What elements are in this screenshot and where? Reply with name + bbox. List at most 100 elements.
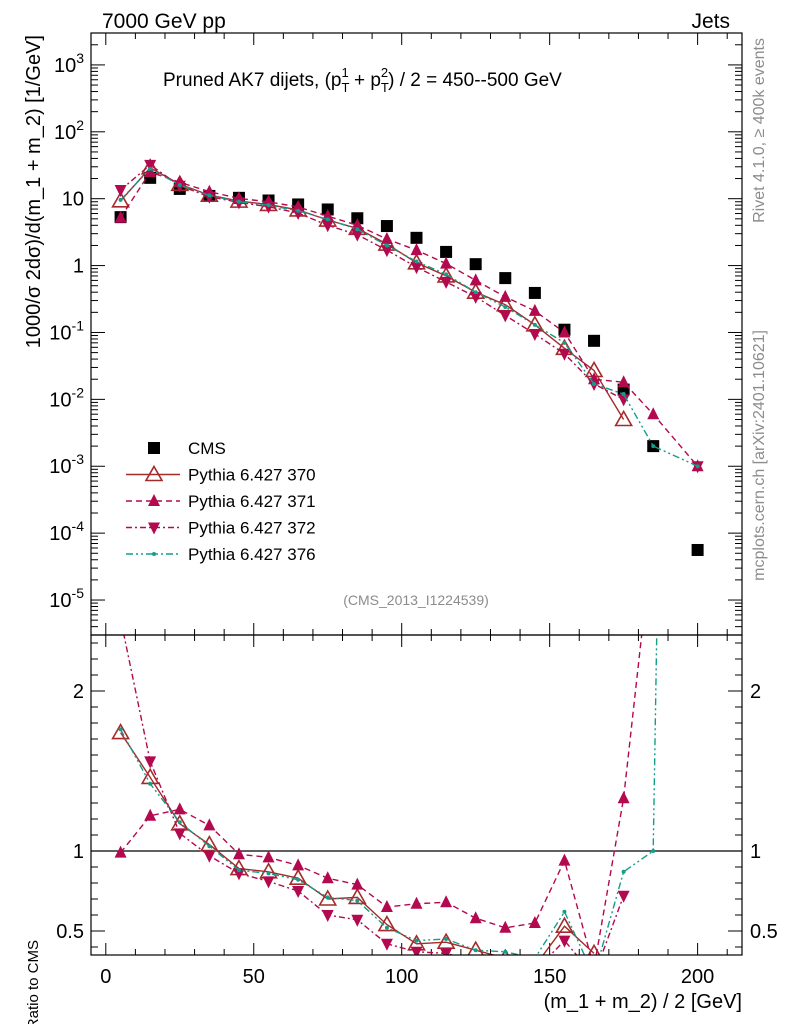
pythia-6-427-372-ratio-point — [262, 876, 275, 889]
pythia-6-427-372-point — [499, 310, 512, 323]
pythia-6-427-376-point — [592, 381, 597, 386]
pythia-6-427-376-ratio-point — [325, 895, 330, 900]
pythia-6-427-372-point — [528, 328, 541, 341]
pythia-6-427-376-point — [236, 199, 241, 204]
cms-point — [691, 543, 704, 556]
pythia-6-427-371-point — [380, 231, 393, 244]
pythia-6-427-376-ratio-point — [651, 849, 656, 853]
pythia-6-427-372-point — [114, 184, 127, 197]
pythia-6-427-376-ratio-point — [236, 868, 241, 873]
pythia-6-427-370-ratio-point — [555, 916, 574, 933]
pythia-6-427-376-ratio-point — [562, 909, 567, 914]
analysis-id: (CMS_2013_I1224539) — [343, 592, 489, 608]
plot-title: Pruned AK7 dijets, (pT1 + pT2) / 2 = 450… — [163, 65, 562, 95]
pythia-6-427-372-ratio-point — [410, 946, 423, 955]
pythia-6-427-370-ratio-line — [120, 732, 595, 955]
pythia-6-427-370-ratio-point — [288, 868, 308, 885]
pythia-6-427-371-ratio-point — [144, 808, 157, 821]
pythia-6-427-372-ratio-point — [115, 614, 127, 626]
cms-point — [499, 272, 512, 285]
pythia-6-427-376-ratio-point — [592, 974, 596, 978]
y-tick-label: 1 — [73, 256, 84, 278]
pythia-6-427-372-point — [410, 262, 423, 275]
pythia-6-427-371-line — [120, 171, 699, 467]
pythia-6-427-371-ratio-point — [469, 911, 482, 924]
pythia-6-427-376-ratio-point — [533, 956, 537, 960]
ratio-frame — [90, 634, 743, 956]
pythia-6-427-376-point — [695, 464, 700, 469]
pythia-6-427-376-point — [296, 208, 301, 213]
x-tick-label: 200 — [681, 966, 714, 988]
ratio-tick-label: 1 — [73, 841, 84, 863]
pythia-6-427-371-ratio-point — [321, 871, 334, 884]
pythia-6-427-371-ratio-point — [440, 895, 453, 908]
pythia-6-427-370-line — [120, 166, 625, 420]
ratio-tick-label: 2 — [73, 681, 84, 703]
pythia-6-427-372-ratio-point — [351, 914, 364, 927]
pythia-6-427-371-ratio-point — [114, 845, 127, 858]
pythia-6-427-371-ratio-point — [647, 524, 659, 536]
x-tick-label: 150 — [533, 966, 566, 988]
pythia-6-427-372-point — [440, 276, 453, 289]
pythia-6-427-372-ratio-point — [321, 910, 334, 922]
legend-label-cms: CMS — [188, 439, 226, 458]
ratio-tick-label-right: 2 — [750, 681, 761, 703]
pythia-6-427-371-point — [114, 210, 127, 223]
pythia-6-427-376-ratio-point — [118, 727, 123, 732]
pythia-6-427-372-ratio-point — [617, 890, 630, 903]
pythia-6-427-376-ratio-point — [148, 781, 153, 786]
pythia-6-427-376-point — [118, 197, 123, 202]
pythia-6-427-376-ratio-point — [384, 925, 389, 930]
x-axis-label: (m_1 + m_2) / 2 [GeV] — [544, 991, 742, 1013]
y-tick-label: 10 — [62, 189, 84, 211]
pythia-6-427-371-ratio-point — [410, 896, 423, 909]
pythia-6-427-376-ratio-point — [473, 948, 478, 953]
y-axis-label: 1000/σ 2dσ)/d(m_1 + m_2) [1/GeV] — [23, 35, 45, 348]
legend-marker-cms — [148, 442, 160, 454]
main-plot-area — [111, 158, 704, 556]
pythia-6-427-376-ratio-point — [621, 869, 626, 874]
pythia-6-427-371-ratio-point — [262, 850, 275, 863]
pythia-6-427-371-ratio-point — [232, 847, 245, 860]
legend-label-pythia-6-427-372: Pythia 6.427 372 — [188, 519, 316, 538]
pythia-6-427-376-ratio-point — [503, 949, 508, 954]
pythia-6-427-376-point — [414, 259, 419, 264]
pythia-6-427-376-point — [266, 203, 271, 208]
pythia-6-427-371-ratio-point — [558, 853, 571, 866]
cms-point — [440, 245, 453, 258]
pythia-6-427-371-point — [647, 407, 660, 420]
cms-point — [410, 231, 423, 244]
pythia-6-427-372-ratio-point — [470, 956, 482, 968]
x-tick-label: 100 — [385, 966, 418, 988]
pythia-6-427-372-ratio-point — [144, 756, 157, 769]
pythia-6-427-372-point — [351, 229, 364, 242]
pythia-6-427-371-ratio-point — [528, 916, 541, 928]
y-tick-label: 10-1 — [49, 317, 84, 344]
pythia-6-427-371-point — [528, 303, 541, 316]
legend-marker-pythia-6-427-372 — [148, 522, 160, 535]
pythia-6-427-371-ratio-point — [203, 818, 216, 831]
legend-marker-pythia-6-427-370 — [144, 464, 164, 482]
pythia-6-427-370-point — [111, 191, 130, 208]
pythia-6-427-372-ratio-point — [232, 868, 245, 881]
pythia-6-427-372-point — [144, 159, 157, 172]
category-label: Jets — [691, 10, 730, 33]
pythia-6-427-376-point — [562, 340, 567, 345]
pythia-6-427-371-ratio-point — [351, 877, 364, 890]
pythia-6-427-376-point — [621, 392, 626, 397]
pythia-6-427-376-point — [207, 193, 212, 198]
pythia-6-427-372-ratio-point — [380, 938, 393, 951]
pythia-6-427-371-point — [499, 289, 512, 302]
y-tick-label: 103 — [54, 50, 84, 77]
legend-marker-pythia-6-427-376 — [152, 552, 156, 556]
y-tick-label: 10-2 — [49, 384, 84, 411]
ratio-axis-label: Ratio to CMS — [25, 940, 42, 1024]
cms-point — [588, 334, 601, 347]
cms-point — [351, 212, 364, 225]
legend-label-pythia-6-427-370: Pythia 6.427 370 — [188, 466, 316, 485]
pythia-6-427-371-ratio-point — [173, 802, 186, 815]
ratio-tick-label: 0.5 — [56, 921, 84, 943]
pythia-6-427-376-point — [651, 444, 656, 449]
pythia-6-427-376-point — [355, 227, 360, 232]
